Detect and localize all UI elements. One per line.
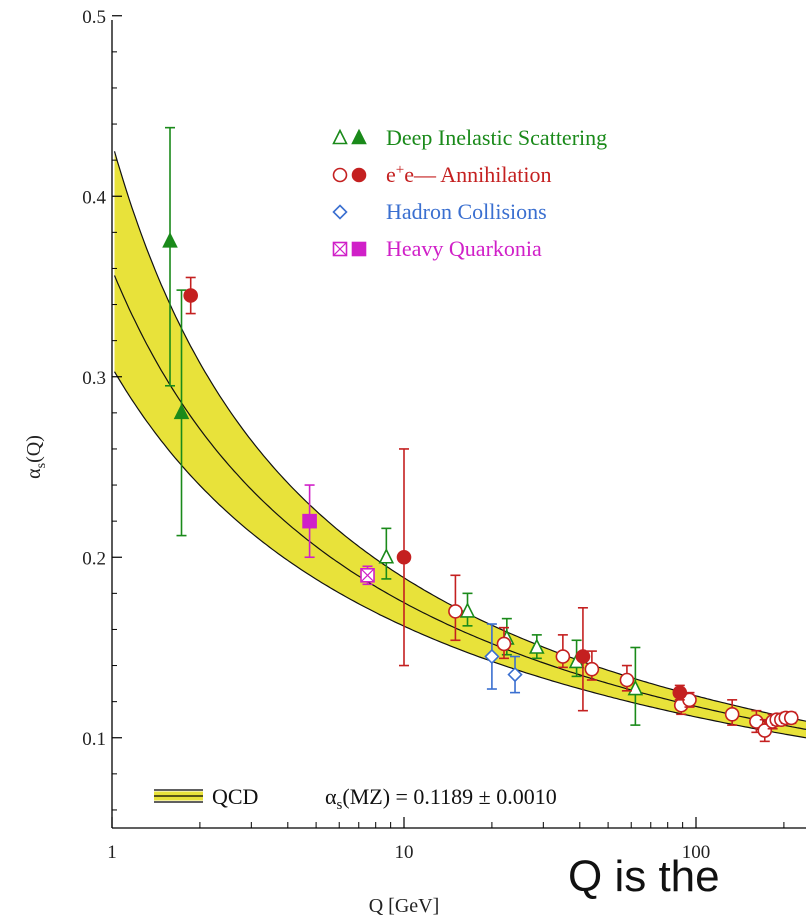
data-point-open: [783, 710, 799, 726]
y-axis-title-alpha: α: [23, 468, 45, 479]
y-tick-label: 0.4: [82, 187, 106, 208]
legend-marker-filled: [351, 128, 367, 145]
data-point-open: [555, 649, 571, 664]
series-1: [183, 276, 799, 743]
x-tick-label: 100: [682, 842, 711, 863]
legend-marker-filled-box: [351, 241, 367, 257]
data-point-open: [619, 672, 635, 688]
y-tick-label: 0.2: [82, 548, 106, 569]
caption-text: Q is the: [568, 852, 720, 901]
legend-label: Heavy Quarkonia: [386, 236, 542, 261]
qcd-band-center: [113, 275, 806, 731]
x-axis-title: Q [GeV]: [369, 895, 440, 917]
legend-marker-open: [332, 241, 348, 257]
data-point-open: [378, 547, 395, 564]
legend-label-tail: — Annihilation: [413, 162, 552, 187]
data-point-filled: [183, 288, 198, 303]
qcd-band-lower: [113, 371, 806, 739]
data-point-open: [724, 706, 740, 722]
legend-marker-filled: [351, 167, 367, 183]
legend-marker-open: [332, 128, 348, 145]
data-point-open: [448, 604, 463, 619]
y-tick-label: 0.3: [82, 368, 106, 389]
series-2: [484, 623, 523, 694]
data-point-filled: [162, 232, 178, 248]
y-tick-label: 0.1: [82, 729, 106, 750]
legend-item-0: Deep Inelastic Scattering: [332, 125, 607, 150]
band-label: QCD: [212, 784, 258, 809]
data-point-filled-box: [302, 513, 317, 529]
legend-label-sup: +: [396, 162, 404, 178]
axes: 0.1 0.2 0.3 0.4 0.5 1 10 100: [82, 7, 806, 863]
data-point-open: [584, 661, 600, 677]
legend-item-1: e+e— Annihilation: [332, 162, 552, 187]
data-point-filled: [302, 513, 317, 529]
legend-label: Hadron Collisions: [386, 199, 547, 224]
y-axis-title-tail: (Q): [23, 435, 45, 463]
data-point-open: [496, 636, 512, 652]
band-formula: αs(MZ) = 0.1189 ± 0.0010: [325, 784, 557, 813]
data-point-filled: [575, 649, 591, 664]
series-3: [302, 484, 375, 586]
data-point-open: [529, 638, 545, 654]
legend-label: e+e— Annihilation: [386, 162, 552, 187]
data-point-open: [627, 679, 644, 696]
data-point-open: [360, 567, 375, 583]
qcd-band-fill: [114, 151, 806, 738]
data-point-filled: [672, 685, 688, 700]
data-point-open: [484, 648, 500, 665]
data-points: [162, 126, 799, 743]
data-point-open: [749, 714, 764, 729]
data-point-open: [757, 723, 773, 738]
legend-marker-filled: [351, 241, 367, 257]
legend-marker-open: [332, 167, 348, 183]
data-point-open-cross-b: [360, 568, 375, 583]
y-axis-title: αs(Q): [23, 435, 49, 479]
y-axis-title-sub: s: [34, 463, 49, 468]
data-point-open: [459, 602, 476, 618]
x-tick-label: 1: [107, 842, 117, 863]
band-annotation: QCD αs(MZ) = 0.1189 ± 0.0010: [154, 784, 557, 813]
data-point-filled: [173, 403, 190, 420]
legend-label-e2: e: [404, 162, 414, 187]
legend-marker-open: [332, 204, 348, 220]
legend-item-3: Heavy Quarkonia: [332, 236, 542, 261]
data-point-open: [507, 666, 523, 683]
legend-label: Deep Inelastic Scattering: [386, 125, 607, 150]
legend-item-2: Hadron Collisions: [332, 199, 547, 224]
legend-label-e1: e: [386, 162, 396, 187]
legend-marker-open-cross-b: [333, 242, 347, 256]
y-tick-label: 0.5: [82, 7, 106, 28]
data-point-filled: [396, 549, 412, 565]
x-tick-label: 10: [395, 842, 414, 863]
